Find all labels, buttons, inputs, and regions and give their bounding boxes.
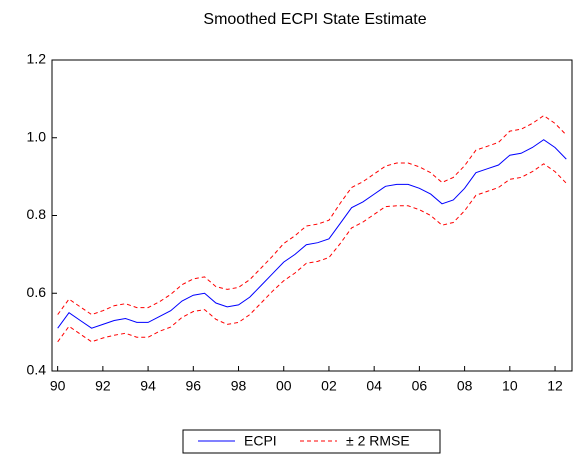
series-line xyxy=(57,114,567,316)
legend-label: ECPI xyxy=(244,433,277,449)
x-tick-label: 00 xyxy=(276,378,292,394)
y-tick-label: 1.0 xyxy=(27,128,47,144)
y-tick-label: 0.8 xyxy=(27,206,47,222)
y-tick-label: 0.4 xyxy=(27,362,47,378)
plot-frame xyxy=(51,59,573,372)
x-tick-label: 12 xyxy=(547,378,563,394)
chart-title: Smoothed ECPI State Estimate xyxy=(203,11,426,28)
legend-box xyxy=(182,429,441,454)
legend-label: ± 2 RMSE xyxy=(346,433,410,449)
y-tick-label: 0.6 xyxy=(27,284,47,300)
x-tick-label: 94 xyxy=(140,378,156,394)
x-tick-label: 02 xyxy=(321,378,337,394)
x-tick-label: 98 xyxy=(231,378,247,394)
x-tick-label: 10 xyxy=(502,378,518,394)
series-line xyxy=(57,139,567,329)
x-tick-label: 06 xyxy=(412,378,428,394)
x-tick-label: 90 xyxy=(50,378,66,394)
series-line xyxy=(57,163,567,343)
x-tick-label: 92 xyxy=(95,378,111,394)
y-tick-label: 1.2 xyxy=(27,51,47,67)
x-tick-label: 08 xyxy=(457,378,473,394)
x-tick-label: 96 xyxy=(186,378,202,394)
x-tick-label: 04 xyxy=(366,378,382,394)
